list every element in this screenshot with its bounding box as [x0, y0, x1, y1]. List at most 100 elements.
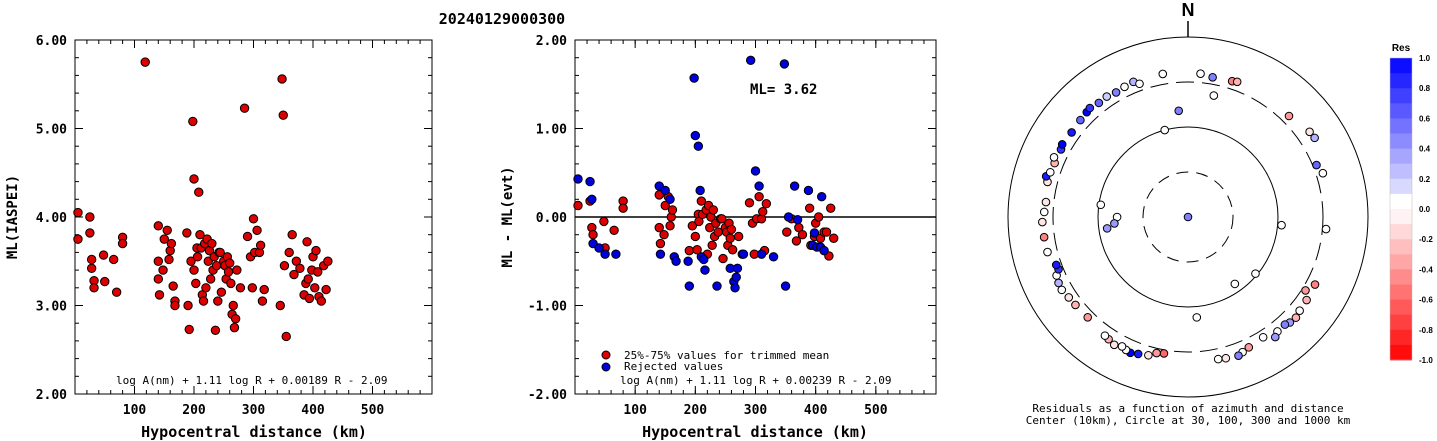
data-point: [166, 238, 177, 249]
data-point: [225, 258, 235, 268]
data-point: [257, 296, 268, 306]
data-point: [281, 331, 291, 342]
data-point: [689, 73, 699, 83]
data-point: [158, 265, 168, 275]
data-point: [162, 225, 172, 235]
data-point: [295, 263, 305, 274]
data-point: [226, 278, 236, 289]
station-marker: [1232, 77, 1242, 87]
data-point: [780, 281, 791, 291]
data-point: [756, 249, 767, 259]
data-point: [727, 245, 738, 255]
y-tick-label: 2.00: [536, 34, 567, 49]
data-point: [186, 256, 196, 266]
station-marker: [1102, 224, 1112, 233]
data-point: [86, 254, 97, 265]
data-point: [732, 263, 743, 274]
data-point: [108, 254, 119, 265]
station-marker: [1117, 342, 1127, 351]
colorbar-tick-label: 0.2: [1419, 175, 1431, 184]
station-marker: [1258, 332, 1268, 342]
data-point: [184, 324, 194, 335]
colorbar-cell: [1390, 239, 1412, 255]
data-point: [754, 191, 764, 202]
data-point: [228, 300, 238, 311]
data-point: [655, 238, 666, 249]
data-point: [696, 196, 707, 206]
data-point: [303, 274, 313, 284]
data-point: [659, 230, 669, 240]
data-point: [708, 205, 719, 215]
colorbar-cell: [1390, 73, 1412, 89]
station-marker: [1102, 92, 1112, 101]
x-axis-label: Hypocentral distance (km): [642, 423, 868, 441]
data-point: [313, 267, 323, 277]
data-point: [195, 230, 205, 240]
colorbar-cell: [1390, 329, 1412, 346]
data-point: [159, 234, 169, 244]
station-marker: [1295, 306, 1304, 315]
data-point: [215, 247, 225, 258]
colorbar-cell: [1390, 193, 1412, 210]
data-point: [726, 224, 737, 235]
data-point: [797, 230, 808, 240]
data-point: [731, 272, 741, 282]
data-point: [86, 263, 97, 274]
station-marker: [1280, 320, 1290, 329]
x-tick-label: 500: [864, 403, 888, 418]
data-point: [100, 276, 110, 287]
colorbar-cell: [1390, 254, 1412, 270]
colorbar-cell: [1390, 103, 1412, 119]
station-marker: [1038, 217, 1047, 227]
station-marker: [1230, 279, 1240, 289]
colorbar-tick-label: -0.4: [1419, 265, 1433, 274]
data-point: [665, 194, 675, 205]
data-point: [189, 265, 199, 275]
data-point: [745, 55, 756, 66]
data-point: [671, 256, 681, 266]
data-point: [804, 203, 815, 213]
data-point: [684, 245, 695, 256]
data-point: [573, 174, 583, 184]
station-marker: [1120, 82, 1129, 92]
formula-annotation: log A(nm) + 1.11 log R + 0.00239 R - 2.0…: [620, 374, 892, 387]
x-tick-label: 300: [242, 403, 266, 418]
station-marker: [1045, 167, 1055, 177]
station-marker: [1209, 91, 1219, 100]
legend-marker-trimmed: [601, 350, 611, 360]
formula-annotation: log A(nm) + 1.11 log R + 0.00189 R - 2.0…: [116, 374, 388, 387]
data-point: [725, 233, 735, 243]
colorbar-border: [1389, 57, 1413, 361]
x-tick-label: 100: [623, 403, 647, 418]
data-point: [289, 269, 299, 280]
data-point: [655, 249, 666, 259]
colorbar-cell: [1390, 58, 1412, 74]
colorbar-cell: [1390, 269, 1412, 285]
station-marker: [1158, 69, 1168, 79]
colorbar-tick-label: 0.8: [1419, 84, 1431, 93]
data-point: [699, 254, 709, 265]
x-tick-label: 500: [361, 403, 385, 418]
data-point: [242, 231, 253, 242]
y-axis-label: ML(IASPEI): [5, 175, 21, 259]
data-point: [229, 322, 240, 333]
data-point: [690, 130, 701, 141]
station-marker: [1111, 88, 1121, 97]
data-point: [783, 212, 794, 222]
station-marker: [1043, 247, 1052, 257]
data-point: [323, 256, 333, 266]
x-tick-label: 400: [804, 403, 828, 418]
inset-ml-label: ML= 3.62: [750, 82, 817, 98]
data-point: [275, 300, 285, 311]
station-marker: [1039, 207, 1049, 217]
colorbar-cell: [1390, 88, 1412, 104]
station-marker: [1100, 331, 1110, 340]
data-point: [600, 249, 610, 259]
data-point: [782, 227, 792, 237]
data-point: [660, 185, 670, 196]
data-point: [690, 231, 701, 242]
data-point: [712, 281, 722, 291]
colorbar-cell: [1390, 148, 1412, 165]
colorbar-cell: [1390, 224, 1412, 240]
panel-polar-residuals: N Residuals as a function of azimuth and…: [1007, 0, 1369, 427]
